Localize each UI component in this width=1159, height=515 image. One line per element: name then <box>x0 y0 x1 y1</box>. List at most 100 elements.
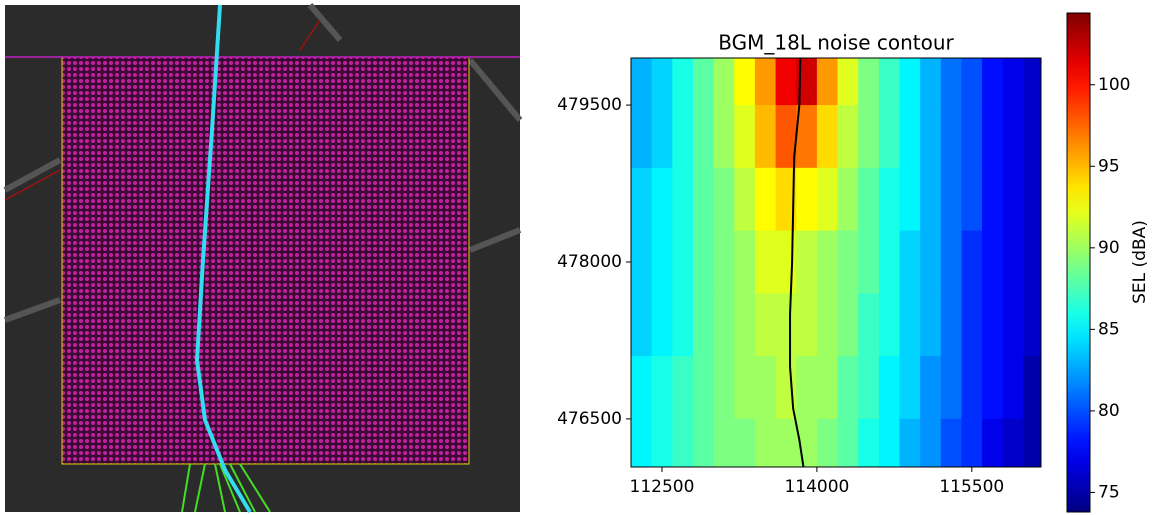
heat-cell <box>982 58 1004 106</box>
heat-cell <box>651 293 673 357</box>
heat-cell <box>982 105 1004 169</box>
heat-cell <box>775 356 797 420</box>
heat-cell <box>734 293 756 357</box>
heat-cell <box>1002 105 1024 169</box>
chart-title: BGM_18L noise contour <box>718 31 954 55</box>
heat-cell <box>837 167 859 232</box>
heat-cell <box>651 356 673 420</box>
heat-cell <box>858 356 880 420</box>
heat-cell <box>754 293 777 357</box>
heat-cell <box>961 105 983 169</box>
heat-cell <box>651 105 673 169</box>
heat-cell <box>920 58 942 106</box>
heat-cell <box>837 418 859 467</box>
heat-cell <box>982 418 1004 467</box>
heat-cell <box>713 293 735 357</box>
heatmap <box>631 58 1041 467</box>
heat-cell <box>796 105 818 169</box>
heat-cell <box>961 58 983 106</box>
heat-cell <box>692 418 715 467</box>
heat-cell <box>837 58 859 106</box>
heat-cell <box>878 356 901 420</box>
heat-cell <box>734 230 756 294</box>
heat-cell <box>672 167 694 232</box>
heat-cell <box>878 58 901 106</box>
heat-cell <box>672 58 694 106</box>
heat-cell <box>961 293 983 357</box>
heat-cell <box>672 293 694 357</box>
heat-cell <box>858 167 880 232</box>
colorbar-tick-label: 80 <box>1098 401 1120 421</box>
heat-cell <box>1023 418 1041 467</box>
heat-cell <box>734 105 756 169</box>
heat-cell <box>1002 293 1024 357</box>
aerial-image <box>3 3 523 514</box>
heat-cell <box>920 293 942 357</box>
heat-cell <box>754 356 777 420</box>
heat-cell <box>754 58 777 106</box>
heat-cell <box>920 418 942 467</box>
heat-cell <box>878 167 901 232</box>
heat-cell <box>837 105 859 169</box>
heat-cell <box>775 230 797 294</box>
heat-cell <box>692 356 715 420</box>
y-tick-label: 479500 <box>557 95 622 115</box>
heat-cell <box>816 58 839 106</box>
heat-cell <box>734 167 756 232</box>
heat-cell <box>878 105 901 169</box>
heat-cell <box>672 230 694 294</box>
heat-cell <box>961 230 983 294</box>
heat-cell <box>816 418 839 467</box>
heat-cell <box>672 105 694 169</box>
heat-cell <box>816 230 839 294</box>
heat-cell <box>878 293 901 357</box>
heat-cell <box>816 293 839 357</box>
heat-cell <box>1002 418 1024 467</box>
x-tick-label: 112500 <box>630 477 695 497</box>
heat-cell <box>796 167 818 232</box>
heat-cell <box>858 418 880 467</box>
colorbar-tick-label: 90 <box>1098 238 1120 258</box>
heat-cell <box>899 293 921 357</box>
heat-cell <box>940 167 962 232</box>
heat-cell <box>982 230 1004 294</box>
flight-track <box>789 58 805 467</box>
heat-cell <box>631 58 653 106</box>
heat-cell <box>651 167 673 232</box>
heat-cell <box>796 58 818 106</box>
colorbar-tick-label: 85 <box>1098 319 1120 339</box>
x-tick-label: 114000 <box>784 477 849 497</box>
heat-cell <box>754 167 777 232</box>
heat-cell <box>651 58 673 106</box>
heat-cell <box>631 418 653 467</box>
heat-cell <box>631 293 653 357</box>
heat-cell <box>940 293 962 357</box>
heat-cell <box>878 230 901 294</box>
heat-cell <box>1023 356 1041 420</box>
heat-cell <box>651 418 673 467</box>
heat-cell <box>816 167 839 232</box>
heat-cell <box>713 230 735 294</box>
heat-cell <box>837 293 859 357</box>
colorbar-tick-label: 75 <box>1098 482 1120 502</box>
colorbar <box>1066 12 1091 513</box>
heat-cell <box>631 356 653 420</box>
heat-cell <box>920 356 942 420</box>
heat-cell <box>796 418 818 467</box>
heat-cell <box>775 58 797 106</box>
heat-cell <box>1023 58 1041 106</box>
x-tick-label: 115500 <box>939 477 1004 497</box>
heat-cell <box>754 230 777 294</box>
heat-cell <box>1023 293 1041 357</box>
heat-cell <box>796 293 818 357</box>
colorbar-tick-label: 100 <box>1098 75 1130 95</box>
heat-cell <box>754 105 777 169</box>
heat-cell <box>940 418 962 467</box>
heat-cell <box>920 105 942 169</box>
heat-cell <box>734 58 756 106</box>
heat-cell <box>961 418 983 467</box>
heat-cell <box>982 356 1004 420</box>
heat-cell <box>692 293 715 357</box>
